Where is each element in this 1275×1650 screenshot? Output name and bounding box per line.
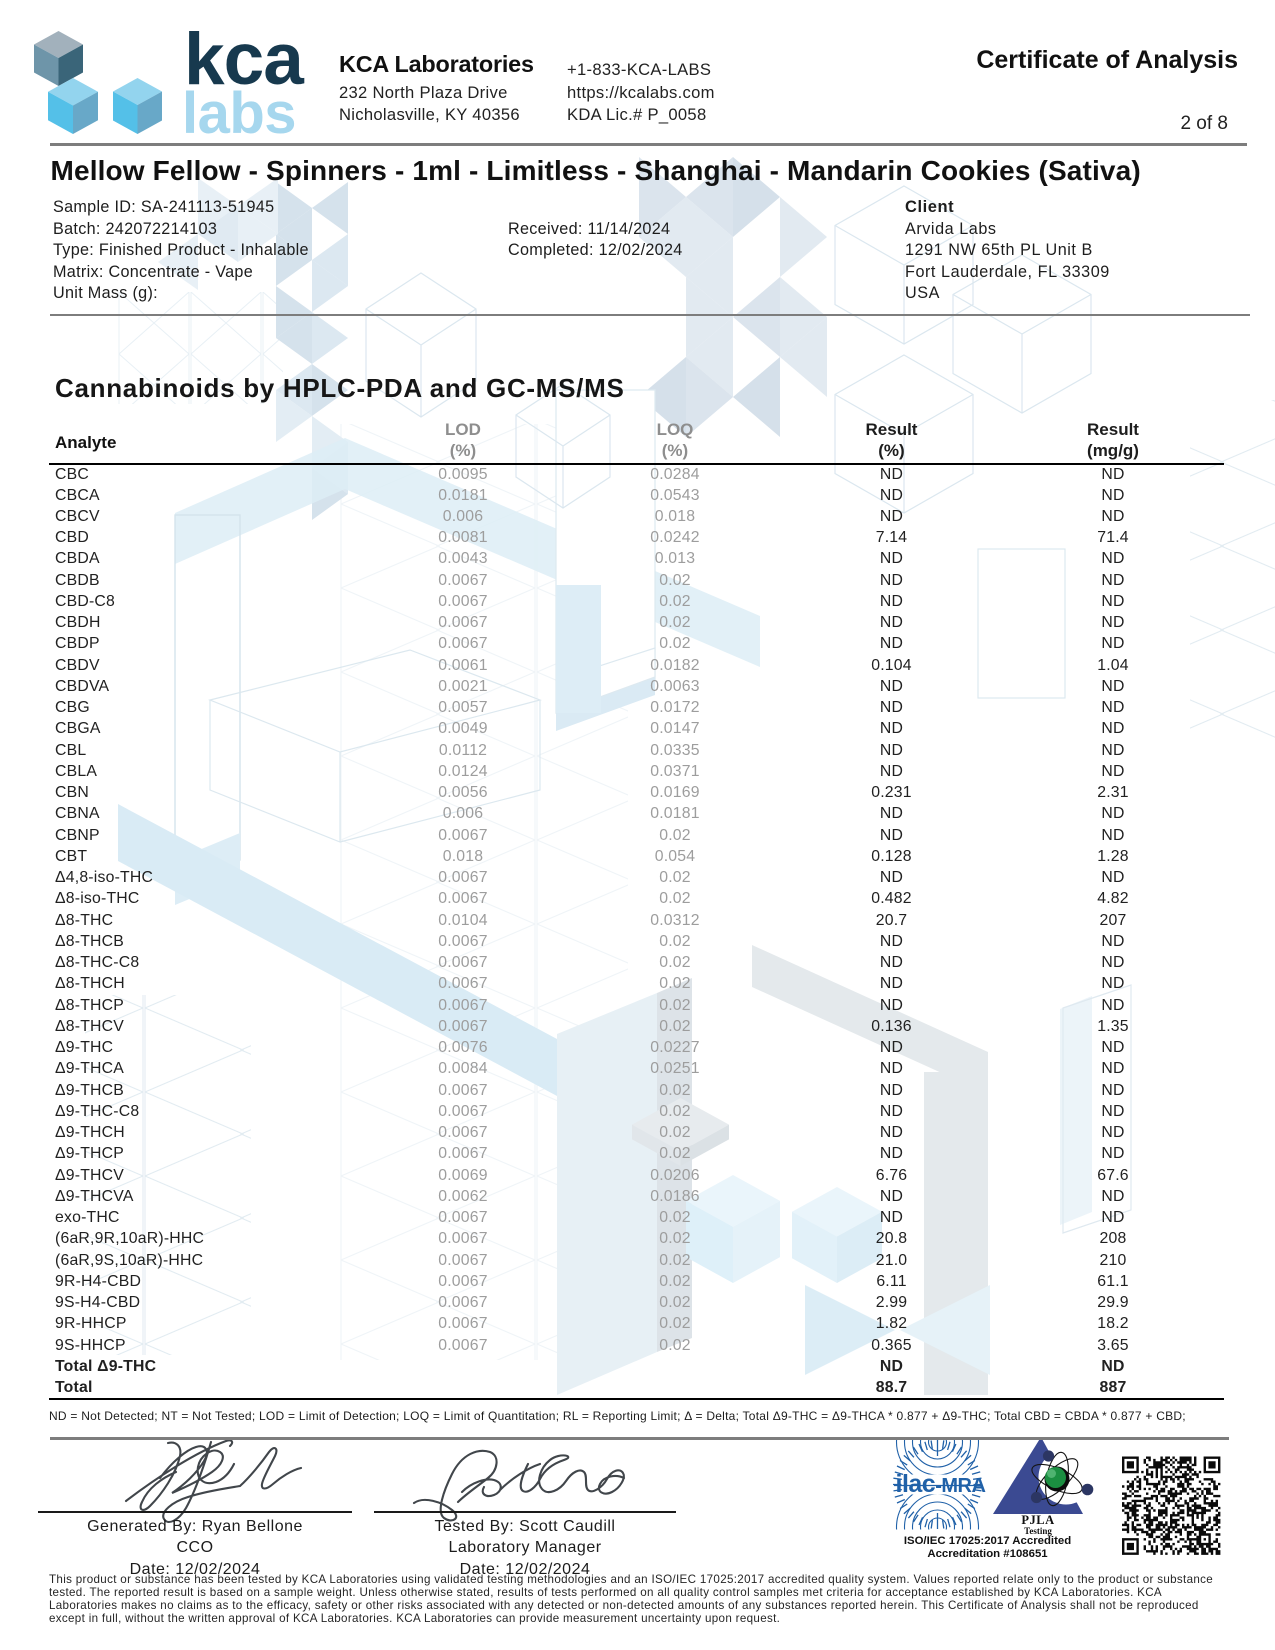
svg-text:PJLA: PJLA: [1021, 1513, 1054, 1527]
svg-text:kca: kca: [184, 19, 305, 100]
svg-text:Testing: Testing: [1024, 1526, 1052, 1536]
svg-text:ilac-MRA: ilac-MRA: [896, 1470, 986, 1498]
svg-text:labs: labs: [182, 81, 296, 146]
